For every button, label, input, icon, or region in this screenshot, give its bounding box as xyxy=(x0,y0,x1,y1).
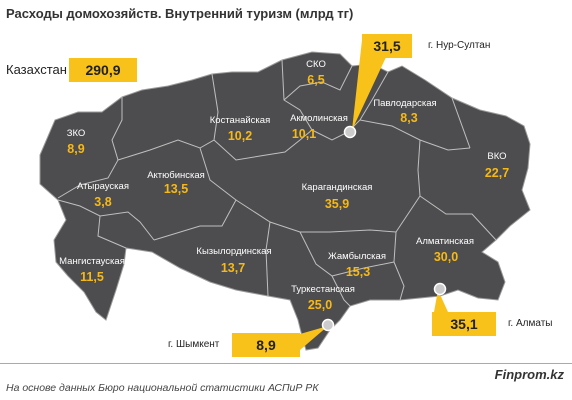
nursultan-pointer xyxy=(352,40,394,130)
region-value-vko: 22,7 xyxy=(485,166,509,180)
region-name-kyzylorda: Кызылординская xyxy=(196,246,271,257)
nursultan-label: г. Нур-Султан xyxy=(428,40,491,51)
region-value-zhambyl: 15,3 xyxy=(346,265,370,279)
region-value-akmola: 10,1 xyxy=(292,127,316,141)
shymkent-pointer xyxy=(300,326,328,350)
region-name-vko: ВКО xyxy=(487,151,506,162)
region-name-almaty-region: Алматинская xyxy=(416,236,474,247)
region-name-atyrau: Атырауская xyxy=(77,181,129,192)
source-note: На основе данных Бюро национальной стати… xyxy=(6,382,319,394)
kazakhstan-total-label: Казахстан xyxy=(6,62,67,77)
region-value-aktobe: 13,5 xyxy=(164,182,188,196)
shymkent-value: 8,9 xyxy=(232,333,300,357)
footer-divider xyxy=(0,363,572,364)
region-value-kyzylorda: 13,7 xyxy=(221,261,245,275)
region-name-kostanay: Костанайская xyxy=(210,115,270,126)
region-name-sko: СКО xyxy=(306,59,326,70)
country-shape xyxy=(39,51,531,351)
almaty-pointer xyxy=(434,290,448,312)
region-value-atyrau: 3,8 xyxy=(94,195,111,209)
almaty-marker xyxy=(433,282,447,296)
brand-logo: Finprom.kz xyxy=(494,367,564,382)
almaty-label: г. Алматы xyxy=(508,318,553,329)
region-value-pavlodar: 8,3 xyxy=(400,111,417,125)
region-name-akmola: Акмолинская xyxy=(290,113,348,124)
region-value-zko: 8,9 xyxy=(67,142,84,156)
region-value-almaty-region: 30,0 xyxy=(434,250,458,264)
region-value-karaganda: 35,9 xyxy=(325,197,349,211)
region-name-aktobe: Актюбинская xyxy=(147,170,205,181)
shymkent-marker xyxy=(321,318,335,332)
map-title: Расходы домохозяйств. Внутренний туризм … xyxy=(6,6,354,21)
region-name-pavlodar: Павлодарская xyxy=(373,98,436,109)
shymkent-label: г. Шымкент xyxy=(168,339,220,350)
region-value-turkestan: 25,0 xyxy=(308,298,332,312)
almaty-value: 35,1 xyxy=(432,312,496,336)
region-name-mangystau: Мангистауская xyxy=(59,256,125,267)
region-name-turkestan: Туркестанская xyxy=(291,284,355,295)
region-name-zhambyl: Жамбылская xyxy=(328,251,386,262)
region-value-mangystau: 11,5 xyxy=(80,270,104,284)
nursultan-value: 31,5 xyxy=(362,34,412,58)
region-borders xyxy=(57,59,497,307)
region-name-karaganda: Карагандинская xyxy=(302,182,373,193)
region-value-kostanay: 10,2 xyxy=(228,129,252,143)
kazakhstan-total-value: 290,9 xyxy=(69,58,137,82)
nursultan-marker xyxy=(343,125,357,139)
region-value-sko: 6,5 xyxy=(307,73,324,87)
region-name-zko: ЗКО xyxy=(67,128,86,139)
